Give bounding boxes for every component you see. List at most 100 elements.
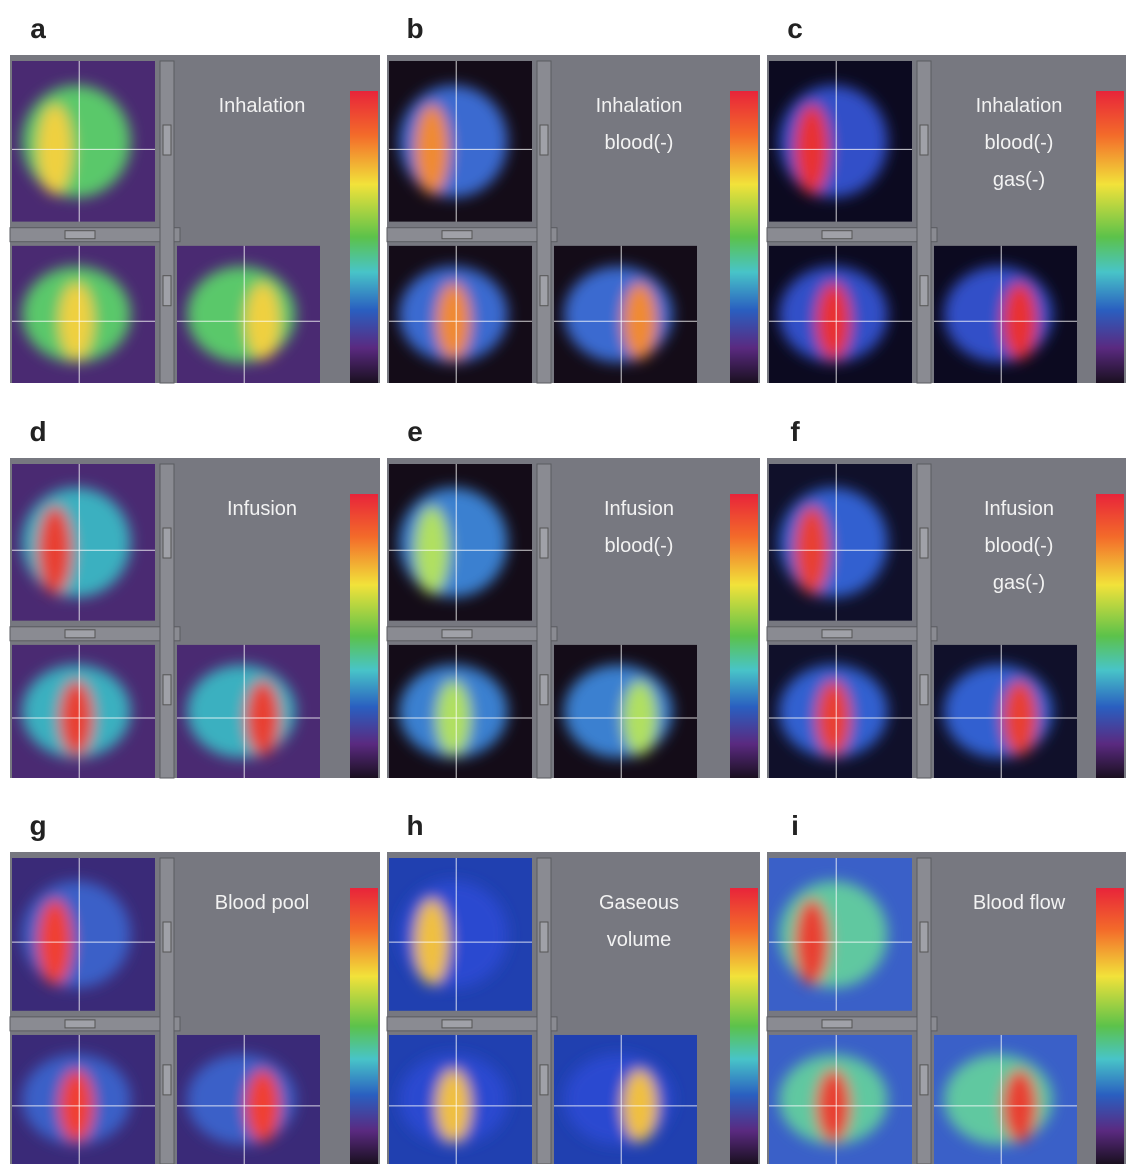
blobs bbox=[187, 665, 296, 758]
blobs bbox=[779, 1054, 888, 1144]
v-slider bbox=[160, 464, 174, 778]
panel-letter: c bbox=[787, 13, 803, 44]
v-knob bbox=[540, 675, 548, 705]
blobs bbox=[22, 1054, 131, 1144]
blobs bbox=[399, 881, 508, 988]
v-knob bbox=[163, 276, 171, 306]
image-tile bbox=[12, 246, 155, 383]
v-knob bbox=[540, 1065, 548, 1095]
image-tile bbox=[554, 246, 697, 383]
v-slider bbox=[917, 858, 931, 1164]
v-knob bbox=[920, 276, 928, 306]
blobs bbox=[22, 881, 131, 988]
image-tile bbox=[12, 61, 155, 222]
panel-letter: f bbox=[790, 416, 800, 447]
panel: Blood flow bbox=[767, 852, 1126, 1164]
panel-label: Blood flow bbox=[973, 892, 1066, 914]
v-knob bbox=[920, 528, 928, 558]
h-knob bbox=[442, 231, 472, 239]
image-tile bbox=[177, 246, 320, 383]
panel-label: Infusion bbox=[984, 498, 1054, 520]
panel-label: Blood pool bbox=[215, 892, 310, 914]
image-tile bbox=[12, 645, 155, 778]
colorbar bbox=[350, 494, 378, 778]
colorbar bbox=[730, 494, 758, 778]
image-tile bbox=[177, 1035, 320, 1164]
image-tile bbox=[389, 645, 532, 778]
image-tile bbox=[12, 1035, 155, 1164]
v-knob bbox=[540, 922, 548, 952]
image-tile bbox=[177, 645, 320, 778]
image-tile bbox=[389, 464, 532, 621]
blobs bbox=[779, 85, 888, 198]
blobs bbox=[779, 266, 888, 362]
blobs bbox=[399, 85, 508, 198]
panel-label: blood(-) bbox=[605, 132, 674, 154]
image-tile bbox=[554, 645, 697, 778]
image-tile bbox=[934, 645, 1077, 778]
panel-letter: e bbox=[407, 416, 423, 447]
v-knob bbox=[920, 1065, 928, 1095]
image-tile bbox=[934, 1035, 1077, 1164]
blobs bbox=[779, 665, 888, 758]
panel-label: blood(-) bbox=[605, 535, 674, 557]
blobs bbox=[187, 1054, 296, 1144]
blobs bbox=[564, 1054, 673, 1144]
image-tile bbox=[389, 61, 532, 222]
h-knob bbox=[65, 630, 95, 638]
colorbar bbox=[350, 91, 378, 383]
blobs bbox=[399, 1054, 508, 1144]
panel: Inhalation bbox=[10, 55, 380, 383]
image-tile bbox=[389, 858, 532, 1011]
blobs bbox=[944, 1054, 1053, 1144]
v-slider bbox=[537, 464, 551, 778]
panel-letter: d bbox=[29, 416, 46, 447]
panel: Inhalation blood(-) gas(-) bbox=[767, 55, 1126, 383]
image-tile bbox=[12, 858, 155, 1011]
h-knob bbox=[442, 1020, 472, 1028]
blobs bbox=[399, 488, 508, 598]
panel-letter: g bbox=[29, 810, 46, 841]
image-tile bbox=[769, 645, 912, 778]
v-knob bbox=[163, 1065, 171, 1095]
panel-letter: a bbox=[30, 13, 46, 44]
colorbar bbox=[1096, 91, 1124, 383]
blobs bbox=[22, 266, 131, 362]
v-knob bbox=[540, 125, 548, 155]
colorbar bbox=[1096, 888, 1124, 1164]
v-knob bbox=[920, 922, 928, 952]
v-knob bbox=[163, 675, 171, 705]
h-knob bbox=[65, 1020, 95, 1028]
v-knob bbox=[540, 276, 548, 306]
figure: aInhalationbInhalationblood(-)cInhalatio… bbox=[0, 0, 1126, 1164]
v-slider bbox=[537, 858, 551, 1164]
v-slider bbox=[917, 61, 931, 383]
blobs bbox=[187, 266, 296, 362]
image-tile bbox=[389, 246, 532, 383]
image-tile bbox=[769, 61, 912, 222]
image-tile bbox=[769, 464, 912, 621]
panel-label: Gaseous bbox=[599, 892, 679, 914]
v-knob bbox=[163, 528, 171, 558]
h-knob bbox=[442, 630, 472, 638]
v-slider bbox=[160, 61, 174, 383]
blobs bbox=[944, 266, 1053, 362]
image-tile bbox=[554, 1035, 697, 1164]
h-knob bbox=[822, 1020, 852, 1028]
v-knob bbox=[920, 675, 928, 705]
v-slider bbox=[917, 464, 931, 778]
blobs bbox=[779, 881, 888, 988]
colorbar bbox=[1096, 494, 1124, 778]
image-tile bbox=[769, 858, 912, 1011]
v-slider bbox=[537, 61, 551, 383]
h-knob bbox=[65, 231, 95, 239]
h-knob bbox=[822, 231, 852, 239]
v-knob bbox=[163, 922, 171, 952]
panel-label: blood(-) bbox=[985, 132, 1054, 154]
image-tile bbox=[769, 246, 912, 383]
panel-label: Inhalation bbox=[976, 95, 1063, 117]
panel-label: gas(-) bbox=[993, 169, 1045, 191]
